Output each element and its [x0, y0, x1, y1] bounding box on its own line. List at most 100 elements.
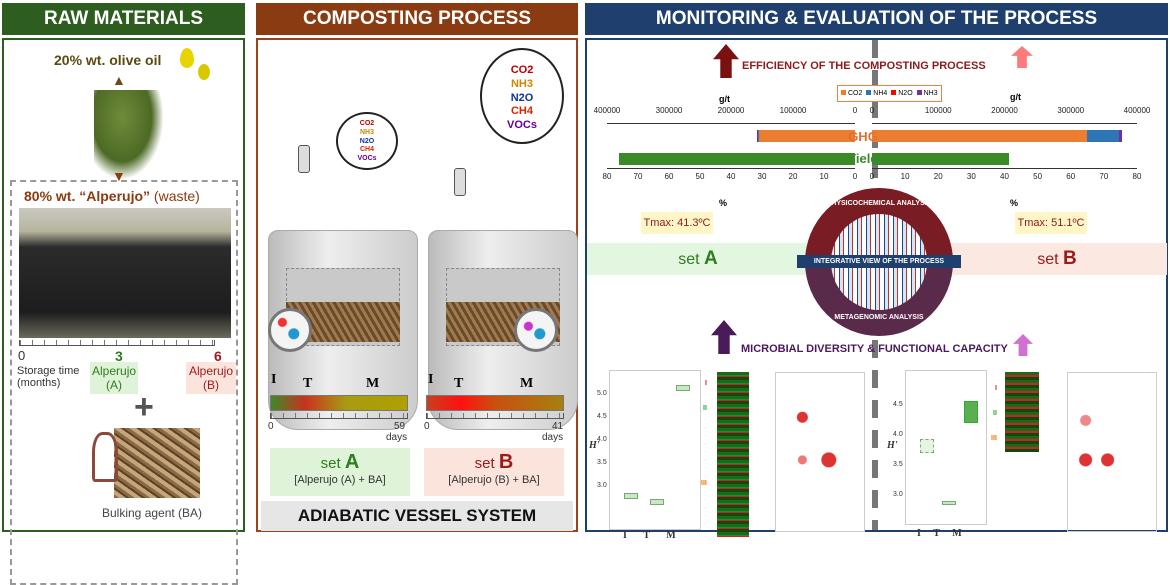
tick-bottom-left: 0 [853, 172, 857, 181]
cluster-iii: III [701, 480, 707, 487]
y-tick: 4.0 [597, 428, 607, 451]
tick-bottom-right: 0 [870, 172, 874, 181]
adiabatic-vessel-system-label: ADIABATIC VESSEL SYSTEM [261, 501, 573, 531]
arrow-up-icon: ▲ [112, 72, 126, 88]
integrative-circle: PHYSICOCHEMICAL ANALYSIS INTEGRATIVE VIE… [805, 188, 953, 336]
oil-drop-icon [198, 64, 210, 80]
arrow-up-pink-icon [1013, 334, 1033, 356]
monitoring-panel: EFFICIENCY OF THE COMPOSTING PROCESS CO2… [585, 38, 1168, 532]
axis-top-left [607, 123, 855, 124]
phase-m: M [366, 376, 379, 392]
days-b-unit: days [542, 432, 563, 443]
tick-bottom-left: 80 [603, 172, 612, 181]
tick-top-right: 0 [870, 106, 874, 115]
box-m [964, 401, 978, 423]
gas-nh3: NH3 [482, 78, 562, 92]
ghg-bar-a-nh4 [757, 130, 759, 142]
axis-top-right [872, 123, 1137, 124]
bulking-agent-photo [114, 428, 200, 498]
days-a-end: 59 [394, 421, 405, 432]
header-monitoring: MONITORING & EVALUATION OF THE PROCESS [585, 3, 1168, 35]
thermometer-icon [454, 168, 466, 196]
set-b-word: set [1037, 251, 1058, 268]
y-tick: 3.5 [597, 451, 607, 474]
arrow-up-purple-icon [711, 320, 737, 354]
cluster-i: I [705, 380, 707, 387]
olive-oil-label: 20% wt. olive oil [54, 52, 161, 68]
box-i [624, 493, 638, 499]
b-xticks: I T M [917, 528, 962, 539]
gas-cloud-b: CO2 NH3 N2O CH4 VOCs [480, 48, 564, 144]
cluster-iii: III [991, 435, 997, 442]
ghg-bar-b-nh4 [1087, 130, 1119, 142]
y-tick: 3.0 [597, 474, 607, 497]
tick-top-left: 200000 [718, 106, 745, 115]
header-composting-process: COMPOSTING PROCESS [256, 3, 578, 35]
tick-bottom-right: 80 [1133, 172, 1142, 181]
gas-cloud-a: CO2 NH3 N2O CH4 VOCs [336, 112, 398, 170]
set-a-letter: A [345, 451, 359, 473]
tick-bottom-left: 50 [696, 172, 705, 181]
a-xticks: I T M [623, 530, 676, 541]
yield-bar-a [619, 153, 855, 165]
ghg-label: GHG [843, 129, 883, 144]
set-b-box: set B [Alperujo (B) + BA] [424, 448, 564, 496]
set-a-letter: A [704, 248, 718, 269]
cluster-ii: II [703, 405, 707, 412]
phase-i: I [428, 372, 433, 388]
gas-n2o: N2O [338, 138, 396, 147]
microbes-magnifier-icon [514, 308, 558, 352]
bulking-agent-label: Bulking agent (BA) [102, 506, 202, 520]
y-tick: 4.5 [893, 390, 903, 420]
tick-top-left: 0 [853, 106, 857, 115]
composting-panel: CO2 NH3 N2O CH4 VOCs CO2 NH3 N2O CH4 VOC… [256, 38, 578, 532]
set-b-description: [Alperujo (B) + BA] [424, 474, 564, 486]
tick-bottom-right: 60 [1066, 172, 1075, 181]
cluster-ii: II [993, 410, 997, 417]
box-t [650, 499, 664, 505]
days-a-start: 0 [268, 421, 274, 432]
set-a-word: set [321, 455, 341, 472]
diversity-boxplot-a [609, 370, 701, 530]
waste-label: (waste) [154, 188, 200, 204]
set-b-band: set B [947, 243, 1167, 275]
phase-i: I [271, 372, 276, 388]
axis-bottom-left [607, 168, 855, 169]
microbial-title: MICROBIAL DIVERSITY & FUNCTIONAL CAPACIT… [741, 343, 1008, 355]
temperature-gradient-a [270, 395, 408, 411]
days-ruler-a [270, 413, 408, 419]
tick-bottom-right: 50 [1033, 172, 1042, 181]
tick-bottom-left: 20 [789, 172, 798, 181]
phase-t: T [454, 376, 463, 392]
bubble-plot-a [775, 372, 865, 532]
gas-n2o: N2O [482, 92, 562, 106]
alperujo-b-label: Alperujo (B) [186, 362, 236, 394]
tick-bottom-right: 30 [967, 172, 976, 181]
alperujo-pond-photo [19, 208, 231, 338]
tick-top-right: 300000 [1057, 106, 1084, 115]
alperujo-percent: 80% wt. “Alperujo” [24, 188, 150, 204]
olive-branch-image [94, 90, 164, 180]
header-raw-materials: RAW MATERIALS [2, 3, 245, 35]
alperujo-a-label: Alperujo (A) [90, 362, 138, 394]
tick-bottom-left: 40 [727, 172, 736, 181]
yield-label: Yield [843, 151, 883, 166]
tick-top-right: 200000 [991, 106, 1018, 115]
gas-ch4: CH4 [482, 105, 562, 119]
y-tick: 5.0 [597, 382, 607, 405]
set-b-letter: B [1063, 248, 1077, 269]
y-tick: 4.5 [597, 405, 607, 428]
set-b-word: set [475, 455, 495, 472]
axis-bottom-right [872, 168, 1137, 169]
y-tick: 3.0 [893, 480, 903, 510]
set-a-description: [Alperujo (A) + BA] [270, 474, 410, 486]
days-ruler-b [426, 413, 564, 419]
gas-vocs: VOCs [338, 155, 396, 164]
pruning-shears-icon [92, 432, 118, 482]
box-i [920, 439, 934, 453]
ghg-bar-b-co2 [872, 130, 1087, 142]
gas-ch4: CH4 [338, 146, 396, 155]
set-a-band: set A [587, 243, 809, 275]
